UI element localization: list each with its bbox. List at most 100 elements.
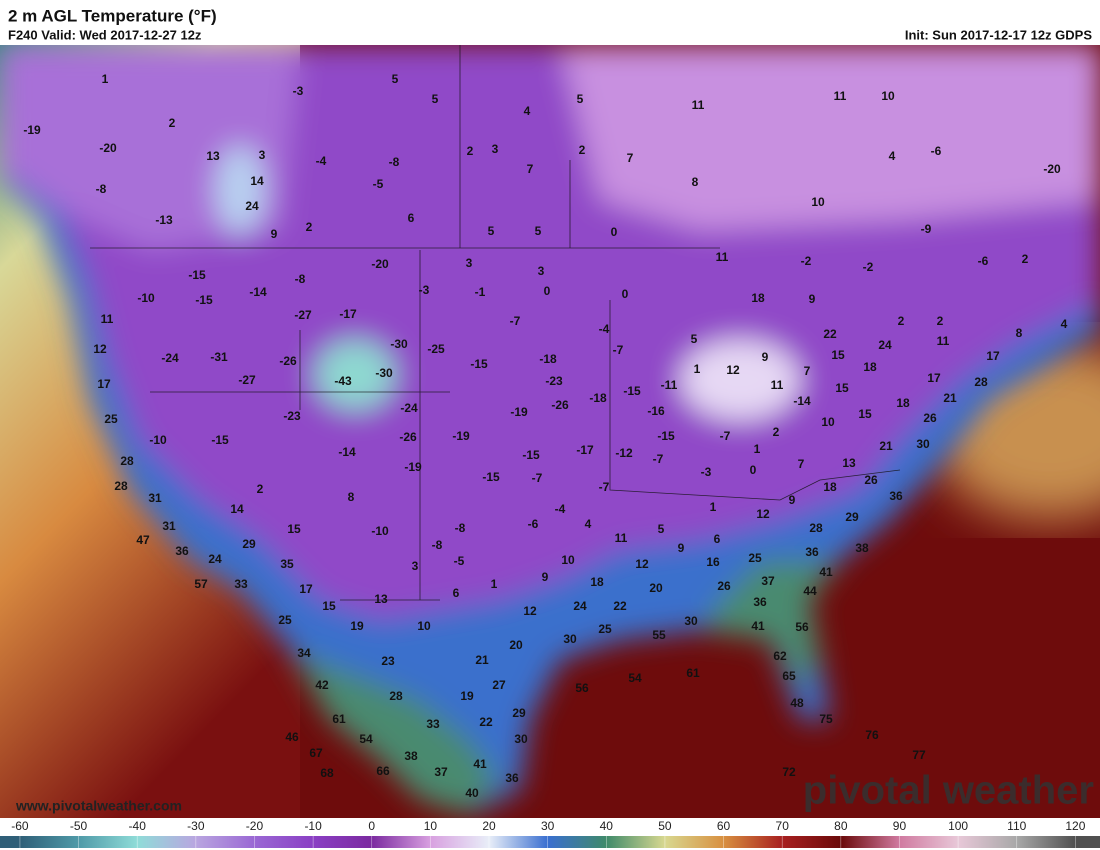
temp-label: 34 <box>297 646 311 660</box>
temp-label: 8 <box>348 490 355 504</box>
temp-label: 26 <box>864 473 878 487</box>
temp-label: 36 <box>505 771 519 785</box>
temp-label: 25 <box>278 613 292 627</box>
temp-label: 29 <box>242 537 256 551</box>
temp-label: 28 <box>120 454 134 468</box>
temp-label: 1 <box>710 500 717 514</box>
temp-label: 9 <box>809 292 816 306</box>
temp-label: 55 <box>652 628 666 642</box>
temp-label: 0 <box>622 287 629 301</box>
temp-label: 9 <box>271 227 278 241</box>
temp-label: 18 <box>896 396 910 410</box>
temp-label: 4 <box>1061 317 1068 331</box>
temp-label: -4 <box>555 502 566 516</box>
temp-label: -7 <box>653 452 664 466</box>
temp-label: 22 <box>479 715 493 729</box>
temp-label: 28 <box>974 375 988 389</box>
temp-label: 0 <box>611 225 618 239</box>
temp-label: 1 <box>491 577 498 591</box>
temp-label: -15 <box>188 268 206 282</box>
temp-label: -18 <box>539 352 557 366</box>
temp-label: 30 <box>684 614 698 628</box>
temp-label: -15 <box>657 429 675 443</box>
temp-label: 48 <box>790 696 804 710</box>
temp-label: -13 <box>155 213 173 227</box>
temp-label: 18 <box>863 360 877 374</box>
temp-label: -26 <box>399 430 417 444</box>
temp-label: 6 <box>714 532 721 546</box>
temp-label: 2 <box>306 220 313 234</box>
temp-label: 15 <box>287 522 301 536</box>
temp-label: -10 <box>149 433 167 447</box>
temp-label: 54 <box>359 732 373 746</box>
colorbar-tick-label: -60 <box>11 819 29 833</box>
temp-label: 3 <box>538 264 545 278</box>
temp-label: -7 <box>613 343 624 357</box>
temp-label: -1 <box>475 285 486 299</box>
temp-label: 40 <box>465 786 479 800</box>
temp-label: 36 <box>805 545 819 559</box>
colorbar-tick-label: 100 <box>948 819 968 833</box>
temp-label: 29 <box>512 706 526 720</box>
temp-label: 8 <box>1016 326 1023 340</box>
temp-label: 77 <box>912 748 926 762</box>
temp-label: 9 <box>789 493 796 507</box>
temp-label: 3 <box>412 559 419 573</box>
temp-label: -15 <box>195 293 213 307</box>
temp-label: 30 <box>514 732 528 746</box>
temp-label: -8 <box>295 272 306 286</box>
temp-label: 14 <box>230 502 244 516</box>
temp-label: 31 <box>148 491 162 505</box>
temp-label: 37 <box>761 574 775 588</box>
temp-label: 5 <box>577 92 584 106</box>
colorbar-tick-label: 60 <box>717 819 731 833</box>
temp-label: -8 <box>432 538 443 552</box>
temp-label: 38 <box>855 541 869 555</box>
temp-label: 36 <box>175 544 189 558</box>
temp-label: 67 <box>309 746 323 760</box>
colorbar-tick-label: -40 <box>129 819 147 833</box>
temp-label: 47 <box>136 533 150 547</box>
temp-label: 1 <box>102 72 109 86</box>
temp-label: -31 <box>210 350 228 364</box>
temp-label: 4 <box>889 149 896 163</box>
temp-label: 65 <box>782 669 796 683</box>
temp-label: 0 <box>750 463 757 477</box>
temp-label: 28 <box>389 689 403 703</box>
temp-label: 25 <box>748 551 762 565</box>
temp-label: -7 <box>532 471 543 485</box>
temp-label: 62 <box>773 649 787 663</box>
temp-label: 15 <box>831 348 845 362</box>
temp-label: 20 <box>649 581 663 595</box>
valid-time: F240 Valid: Wed 2017-12-27 12z <box>8 27 202 42</box>
temp-label: -9 <box>921 222 932 236</box>
map-background <box>0 45 1100 818</box>
temp-label: -43 <box>334 374 352 388</box>
temp-label: 11 <box>716 250 729 264</box>
temp-label: 1 <box>754 442 761 456</box>
temp-label: 72 <box>782 765 796 779</box>
temp-label: -26 <box>279 354 297 368</box>
temp-label: 12 <box>523 604 537 618</box>
temp-label: -17 <box>339 307 357 321</box>
temp-label: -3 <box>293 84 304 98</box>
temp-label: -12 <box>615 446 633 460</box>
temp-label: 9 <box>762 350 769 364</box>
temp-label: 17 <box>299 582 313 596</box>
temp-label: 61 <box>686 666 700 680</box>
temp-label: 68 <box>320 766 334 780</box>
temp-label: -30 <box>390 337 408 351</box>
temp-label: 19 <box>350 619 364 633</box>
temp-label: -4 <box>316 154 327 168</box>
temp-label: -4 <box>599 322 610 336</box>
temp-label: 21 <box>475 653 489 667</box>
temp-label: 24 <box>573 599 587 613</box>
temp-label: 18 <box>590 575 604 589</box>
colorbar-ramp <box>0 836 1100 848</box>
colorbar-tick-label: -20 <box>246 819 264 833</box>
colorbar-tick-label: 90 <box>893 819 907 833</box>
temp-label: 12 <box>756 507 770 521</box>
temp-label: -25 <box>427 342 445 356</box>
temp-label: 7 <box>627 151 634 165</box>
